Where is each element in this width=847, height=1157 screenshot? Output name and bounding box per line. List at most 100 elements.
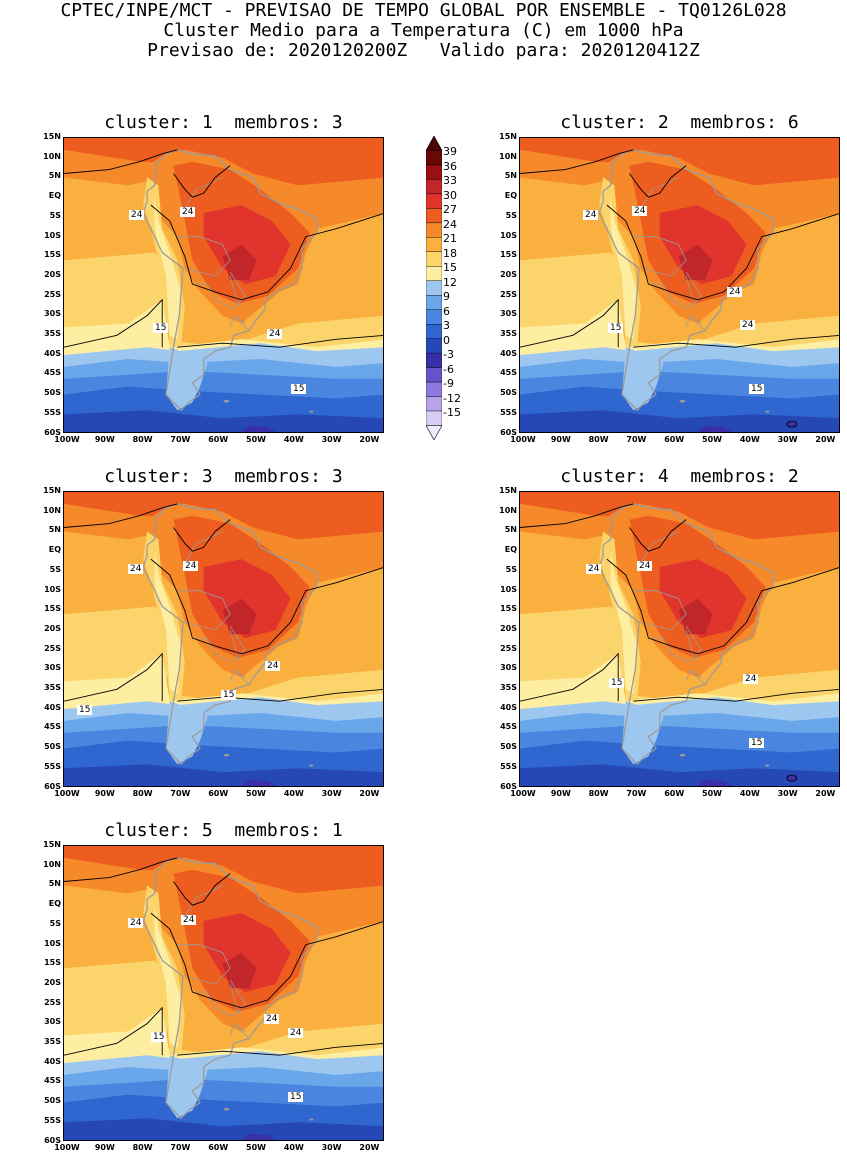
contour-label: 24 [264,1014,280,1024]
lat-tick-label: 10N [43,859,61,869]
lat-tick-label: 35S [44,683,61,692]
lat-tick-label: 5N [48,525,61,535]
lat-tick-label: 10N [43,505,61,515]
lat-tick-label: 40S [500,702,517,712]
lat-tick-label: 55S [500,761,517,771]
lat-tick-label: 10S [44,584,61,594]
temperature-map: 24 24 24 24 15 15 [519,137,840,433]
lon-tick-label: 60W [208,1143,229,1152]
lat-tick-label: 20S [44,623,61,633]
lat-tick-label: 10N [43,151,61,161]
contour-label: 24 [265,661,281,671]
lat-tick-label: 15S [500,250,517,260]
panel-title: cluster: 3 membros: 3 [104,466,343,487]
lat-tick-label: 35S [500,683,517,692]
contour-label: 24 [637,561,653,571]
lat-tick-label: 20S [44,269,61,279]
colorbar-label: -15 [443,406,461,420]
lat-tick-label: 5S [505,564,517,574]
lon-tick-label: 100W [54,1143,80,1152]
colorbar-swatch [426,280,442,296]
lat-tick-label: 5S [49,918,61,928]
colorbar-label: -9 [443,377,454,391]
lat-tick-label: 50S [500,388,517,398]
lon-tick-label: 20W [815,435,836,444]
lat-tick-label: 45S [500,722,517,732]
lon-tick-label: 50W [702,435,722,444]
colorbar-swatch [426,396,442,412]
lon-tick-label: 60W [208,789,229,798]
lat-tick-label: 30S [44,309,61,319]
lat-tick-label: 15N [499,486,517,495]
lat-tick-label: 15S [44,958,61,968]
lon-tick-label: 20W [359,1143,380,1152]
lon-tick-label: 30W [777,435,798,444]
colorbar-label: -3 [443,348,454,362]
colorbar-swatch [426,323,442,339]
colorbar-label: 27 [443,203,457,217]
lat-tick-label: 45S [500,368,517,378]
contour-label: 15 [749,738,765,748]
contour-label: 24 [743,674,759,684]
lon-tick-label: 80W [132,789,153,798]
contour-label: 24 [181,915,197,925]
map-canvas [520,492,839,786]
lat-tick-label: 40S [44,1056,61,1066]
lat-tick-label: 10S [44,938,61,948]
contour-label: 15 [153,323,169,333]
contour-label: 15 [291,384,307,394]
lat-tick-label: 5N [504,525,517,535]
panel-title: cluster: 5 membros: 1 [104,820,343,841]
lat-tick-label: 60S [44,1135,61,1145]
lon-tick-label: 90W [550,435,571,444]
lat-tick-label: 50S [44,1096,61,1106]
lat-tick-label: 20S [500,623,517,633]
lon-tick-label: 50W [702,789,722,798]
colorbar-label: 3 [443,319,450,333]
map-canvas [520,138,839,432]
colorbar-label: 21 [443,232,457,246]
lat-tick-label: 40S [44,348,61,358]
colorbar-label: 0 [443,333,450,347]
contour-label: 24 [288,1028,304,1038]
panel-title: cluster: 2 membros: 6 [560,112,799,133]
lat-tick-label: 60S [44,427,61,437]
lat-tick-label: 15N [43,486,61,495]
lat-tick-label: 20S [44,977,61,987]
lat-tick-label: 60S [500,427,517,437]
contour-label: 24 [267,329,283,339]
lon-tick-label: 60W [664,435,685,444]
lon-tick-label: 40W [283,435,304,444]
lon-tick-label: 100W [54,435,80,444]
lat-tick-label: 15N [43,840,61,849]
lon-tick-label: 50W [246,789,266,798]
lat-tick-label: 15N [43,132,61,141]
colorbar-swatch [426,367,442,383]
temperature-map: 24 24 24 24 15 15 [63,845,384,1141]
contour-label: 24 [129,210,145,220]
lat-tick-label: 60S [500,781,517,791]
lon-tick-label: 60W [664,789,685,798]
lon-tick-label: 80W [588,789,609,798]
lat-tick-label: 15N [499,132,517,141]
lon-tick-label: 20W [359,435,380,444]
contour-label: 15 [151,1032,167,1042]
colorbar-swatch [426,208,442,224]
temperature-map: 24 24 24 15 15 [63,491,384,787]
contour-label: 24 [740,320,756,330]
lat-tick-label: 60S [44,781,61,791]
lat-tick-label: EQ [48,545,61,555]
lat-tick-label: 45S [44,368,61,378]
lon-tick-label: 70W [626,789,647,798]
lat-tick-label: 45S [44,1076,61,1086]
contour-label: 15 [288,1092,304,1102]
lon-tick-label: 50W [246,435,266,444]
forecast-dates: Previsao de: 2020120200Z Valido para: 20… [147,40,700,61]
contour-label: 24 [180,207,196,217]
lon-tick-label: 40W [739,435,760,444]
lat-tick-label: 5S [505,210,517,220]
lat-tick-label: 55S [500,407,517,417]
lat-tick-label: 10S [500,230,517,240]
contour-label: 24 [183,561,199,571]
colorbar-label: 39 [443,145,457,159]
